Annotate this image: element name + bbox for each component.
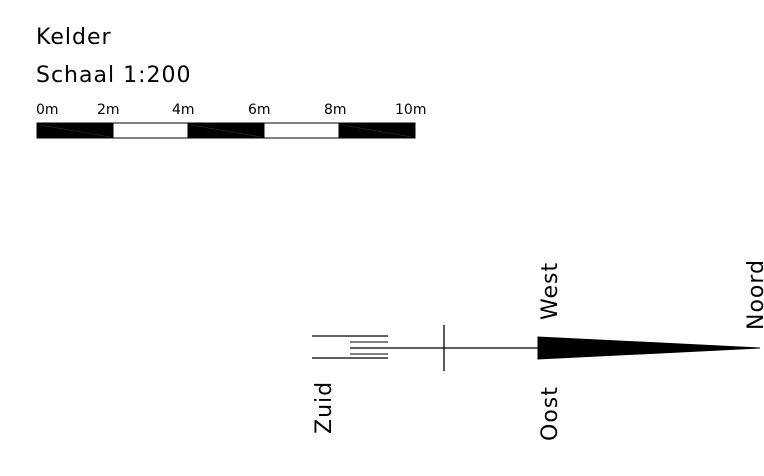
compass-label-north: Noord [744,259,764,330]
arrow-head [537,336,761,360]
scale-segment-6-8 [263,122,340,139]
compass-label-east: Oost [538,386,563,441]
scale-label-8m: 8m [324,102,347,118]
scale-label-0m: 0m [36,102,59,118]
scale-segment-2-4 [112,122,189,139]
scale-bar: 0m 2m 4m 6m 8m 10m [36,102,426,139]
compass-label-south: Zuid [312,381,337,434]
scale-hatch-3 [341,124,413,138]
scale-label-10m: 10m [395,102,426,118]
scale-label-6m: 6m [248,102,271,118]
scale-label-4m: 4m [172,102,195,118]
drawing-title: Kelder [36,25,112,50]
north-arrow [312,325,761,371]
scale-text: Schaal 1:200 [36,63,191,88]
scale-label-2m: 2m [97,102,120,118]
scale-hatch-2 [190,124,262,138]
scale-hatch-1 [39,124,111,138]
compass-label-west: West [538,262,563,320]
